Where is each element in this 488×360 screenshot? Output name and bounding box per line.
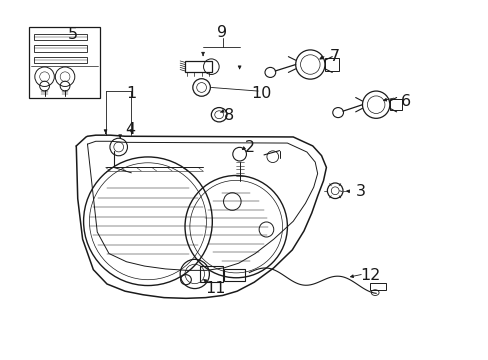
Text: 4: 4	[124, 122, 135, 137]
Bar	[389, 99, 402, 111]
Bar	[34, 45, 87, 51]
Bar	[29, 27, 100, 98]
Bar	[224, 269, 244, 281]
Text: 1: 1	[126, 86, 136, 102]
Bar	[34, 34, 87, 40]
Text: 5: 5	[68, 27, 78, 42]
Text: 11: 11	[204, 281, 225, 296]
Text: 2: 2	[245, 140, 255, 155]
Text: 7: 7	[329, 49, 339, 64]
Text: 6: 6	[401, 94, 410, 109]
Text: 3: 3	[355, 184, 365, 199]
Bar	[199, 266, 223, 282]
Bar	[325, 58, 338, 71]
Text: 9: 9	[217, 26, 227, 40]
Text: 12: 12	[359, 267, 380, 283]
Bar	[184, 61, 211, 72]
Bar	[369, 283, 385, 291]
Bar	[34, 57, 87, 63]
Text: 8: 8	[224, 108, 234, 123]
Text: 10: 10	[251, 86, 271, 102]
